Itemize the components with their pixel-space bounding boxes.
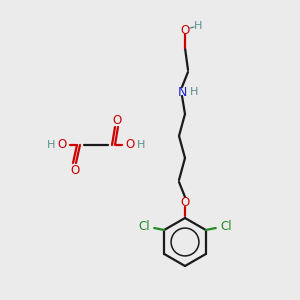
Text: O: O — [180, 196, 190, 208]
Text: O: O — [112, 113, 122, 127]
Text: H: H — [190, 87, 198, 97]
Text: O: O — [125, 139, 135, 152]
Text: O: O — [70, 164, 80, 176]
Text: Cl: Cl — [138, 220, 150, 232]
Text: Cl: Cl — [220, 220, 232, 232]
Text: O: O — [57, 139, 67, 152]
Text: H: H — [137, 140, 145, 150]
Text: H: H — [47, 140, 55, 150]
Text: H: H — [194, 21, 202, 31]
Text: N: N — [177, 85, 187, 98]
Text: O: O — [180, 23, 190, 37]
